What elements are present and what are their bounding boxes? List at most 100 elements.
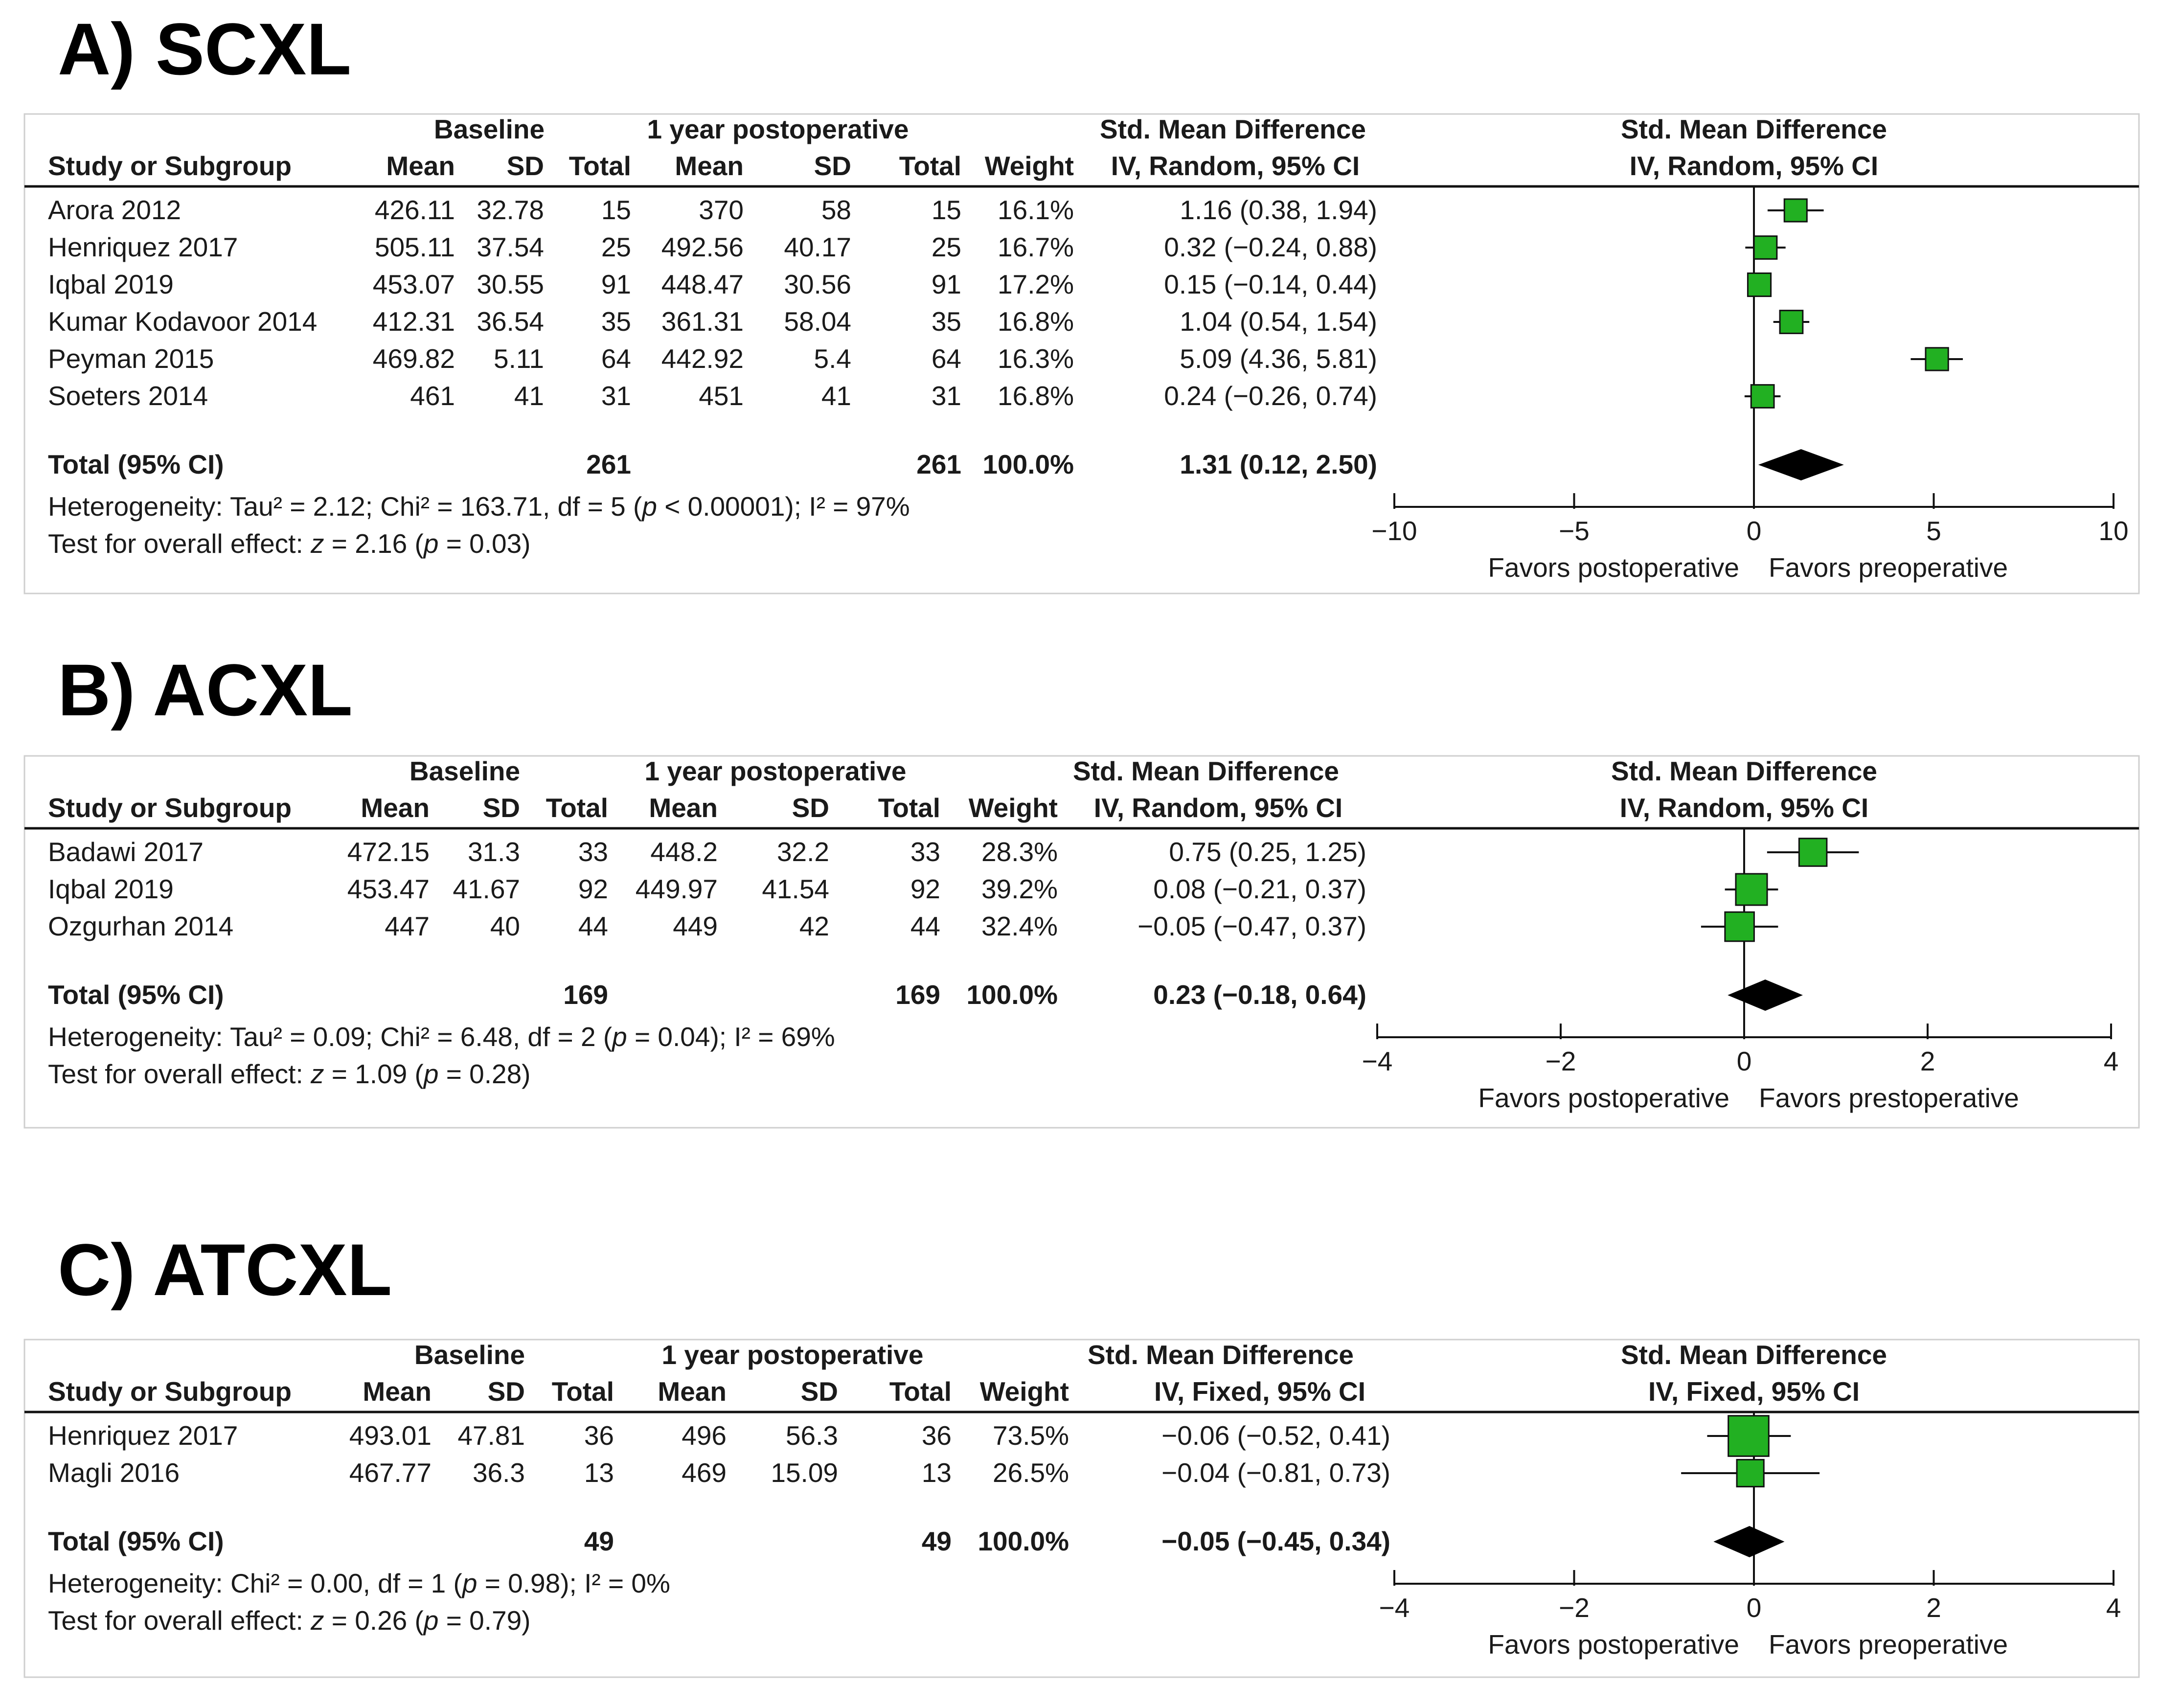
post-sd: 30.56 (784, 269, 851, 299)
total-baseline: 169 (563, 979, 608, 1010)
header-method: IV, Random, 95% CI (1111, 151, 1360, 181)
header-smd: Std. Mean Difference (1100, 114, 1366, 144)
post-sd: 56.3 (786, 1420, 838, 1451)
favors-right-label: Favors preoperative (1769, 1629, 2008, 1660)
post-total: 91 (932, 269, 961, 299)
baseline-mean: 472.15 (347, 837, 430, 867)
overall-effect-z: z (310, 1059, 324, 1089)
post-total: 13 (922, 1457, 952, 1488)
heterogeneity-text: Heterogeneity: Chi² = 0.00, df = 1 (p = … (48, 1568, 670, 1598)
post-sd: 41.54 (762, 874, 829, 904)
header-sd-baseline: SD (488, 1376, 525, 1407)
baseline-total: 31 (601, 381, 631, 411)
study-name: Badawi 2017 (48, 837, 204, 867)
favors-right-label: Favors preoperative (1769, 552, 2008, 583)
header-baseline: Baseline (414, 1340, 525, 1370)
total-post: 49 (922, 1526, 952, 1556)
baseline-total: 36 (584, 1420, 614, 1451)
baseline-total: 15 (601, 195, 631, 225)
study-name: Arora 2012 (48, 195, 181, 225)
overall-effect-text: Test for overall effect: z = 0.26 (p = 0… (48, 1605, 530, 1636)
baseline-mean: 447 (385, 911, 430, 941)
header-weight: Weight (969, 793, 1058, 823)
baseline-mean: 469.82 (373, 343, 455, 374)
post-sd: 40.17 (784, 232, 851, 262)
study-ci: 5.09 (4.36, 5.81) (1180, 343, 1377, 374)
header-total-baseline: Total (546, 793, 608, 823)
post-mean: 451 (699, 381, 744, 411)
favors-left-label: Favors postoperative (1478, 1083, 1729, 1113)
baseline-total: 13 (584, 1457, 614, 1488)
study-name: Soeters 2014 (48, 381, 208, 411)
header-method-plot: IV, Fixed, 95% CI (1648, 1376, 1860, 1407)
pooled-diamond (1713, 1526, 1785, 1557)
header-sd-post: SD (801, 1376, 838, 1407)
study-ci: 0.32 (−0.24, 0.88) (1164, 232, 1377, 262)
panel-title: B) ACXL (58, 649, 353, 731)
heterogeneity-p: p (461, 1568, 477, 1598)
study-name: Ozgurhan 2014 (48, 911, 233, 941)
study-weight: 28.3% (981, 837, 1058, 867)
study-weight: 16.8% (998, 306, 1074, 337)
study-ci: 1.04 (0.54, 1.54) (1180, 306, 1377, 337)
total-label: Total (95% CI) (48, 979, 224, 1010)
total-ci: 1.31 (0.12, 2.50) (1180, 449, 1377, 479)
header-weight: Weight (980, 1376, 1069, 1407)
header-mean-post: Mean (675, 151, 744, 181)
x-axis-tick-label: −10 (1371, 516, 1417, 546)
total-weight: 100.0% (978, 1526, 1069, 1556)
baseline-mean: 505.11 (375, 232, 455, 262)
overall-effect-z: z (310, 1605, 324, 1636)
header-smd-plot: Std. Mean Difference (1621, 114, 1887, 144)
overall-effect-prefix: Test for overall effect: (48, 528, 311, 559)
favors-right-label: Favors prestoperative (1759, 1083, 2019, 1113)
study-weight: 17.2% (998, 269, 1074, 299)
total-label: Total (95% CI) (48, 1526, 224, 1556)
post-sd: 58.04 (784, 306, 851, 337)
study-marker (1925, 347, 1949, 371)
study-marker (1783, 198, 1808, 223)
overall-effect-p: p (423, 1605, 439, 1636)
total-post: 169 (895, 979, 940, 1010)
x-axis-tick-label: 4 (2106, 1593, 2121, 1623)
header-smd: Std. Mean Difference (1088, 1340, 1354, 1370)
post-mean: 361.31 (661, 306, 744, 337)
baseline-sd: 36.54 (477, 306, 544, 337)
heterogeneity-prefix: Heterogeneity: Tau² = 0.09; Chi² = 6.48,… (48, 1022, 612, 1052)
overall-effect-suffix: = 0.79) (438, 1605, 530, 1636)
baseline-mean: 412.31 (373, 306, 455, 337)
baseline-mean: 453.07 (373, 269, 455, 299)
study-ci: 0.15 (−0.14, 0.44) (1164, 269, 1377, 299)
x-axis-tick-label: 2 (1926, 1593, 1941, 1623)
header-sd-post: SD (792, 793, 829, 823)
total-baseline: 49 (584, 1526, 614, 1556)
post-total: 35 (932, 306, 961, 337)
post-mean: 448.2 (650, 837, 718, 867)
post-mean: 442.92 (661, 343, 744, 374)
total-label: Total (95% CI) (48, 449, 224, 479)
study-weight: 16.3% (998, 343, 1074, 374)
study-marker (1747, 272, 1772, 297)
header-smd-plot: Std. Mean Difference (1621, 1340, 1887, 1370)
study-ci: −0.05 (−0.47, 0.37) (1137, 911, 1366, 941)
heterogeneity-prefix: Heterogeneity: Chi² = 0.00, df = 1 ( (48, 1568, 462, 1598)
x-axis-tick-label: 5 (1926, 516, 1941, 546)
study-weight: 39.2% (981, 874, 1058, 904)
header-baseline: Baseline (434, 114, 545, 144)
baseline-total: 33 (578, 837, 608, 867)
header-method-plot: IV, Random, 95% CI (1630, 151, 1878, 181)
study-ci: 0.75 (0.25, 1.25) (1169, 837, 1366, 867)
baseline-mean: 426.11 (375, 195, 455, 225)
baseline-sd: 47.81 (457, 1420, 525, 1451)
post-mean: 469 (682, 1457, 727, 1488)
header-study: Study or Subgroup (48, 793, 292, 823)
post-total: 25 (932, 232, 961, 262)
study-marker (1736, 1458, 1765, 1488)
x-axis-tick-label: 0 (1747, 516, 1762, 546)
x-axis-tick-label: 4 (2104, 1046, 2119, 1076)
post-total: 64 (932, 343, 961, 374)
total-weight: 100.0% (966, 979, 1058, 1010)
study-name: Peyman 2015 (48, 343, 214, 374)
total-post: 261 (916, 449, 961, 479)
study-marker (1728, 1415, 1770, 1457)
